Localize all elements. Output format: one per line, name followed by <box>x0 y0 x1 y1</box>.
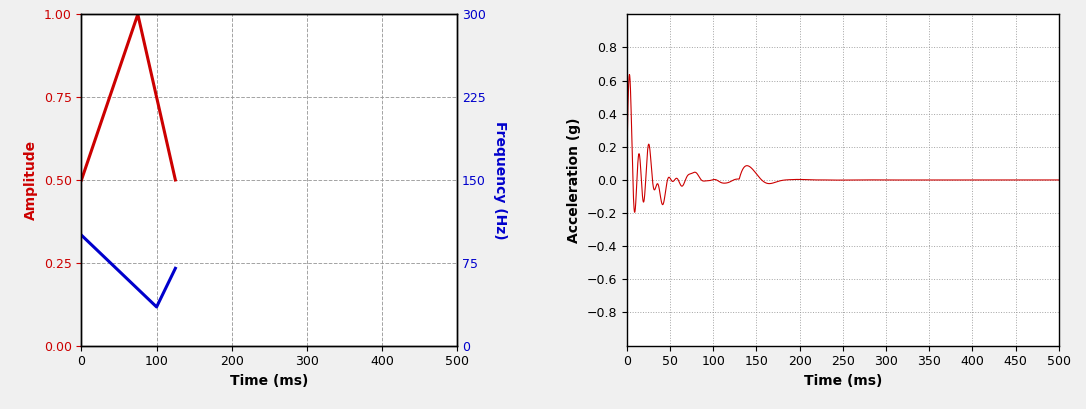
X-axis label: Time (ms): Time (ms) <box>230 374 308 388</box>
X-axis label: Time (ms): Time (ms) <box>804 374 882 388</box>
Y-axis label: Acceleration (g): Acceleration (g) <box>567 117 581 243</box>
Y-axis label: Amplitude: Amplitude <box>24 140 38 220</box>
Y-axis label: Frequency (Hz): Frequency (Hz) <box>493 121 507 239</box>
